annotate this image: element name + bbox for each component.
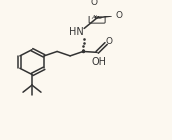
Text: Abs: Abs [92, 15, 103, 20]
Text: HN: HN [69, 27, 83, 37]
Text: O: O [91, 0, 98, 7]
Text: O: O [106, 37, 113, 46]
FancyBboxPatch shape [89, 12, 105, 23]
Text: OH: OH [92, 57, 107, 67]
Text: O: O [115, 11, 122, 20]
